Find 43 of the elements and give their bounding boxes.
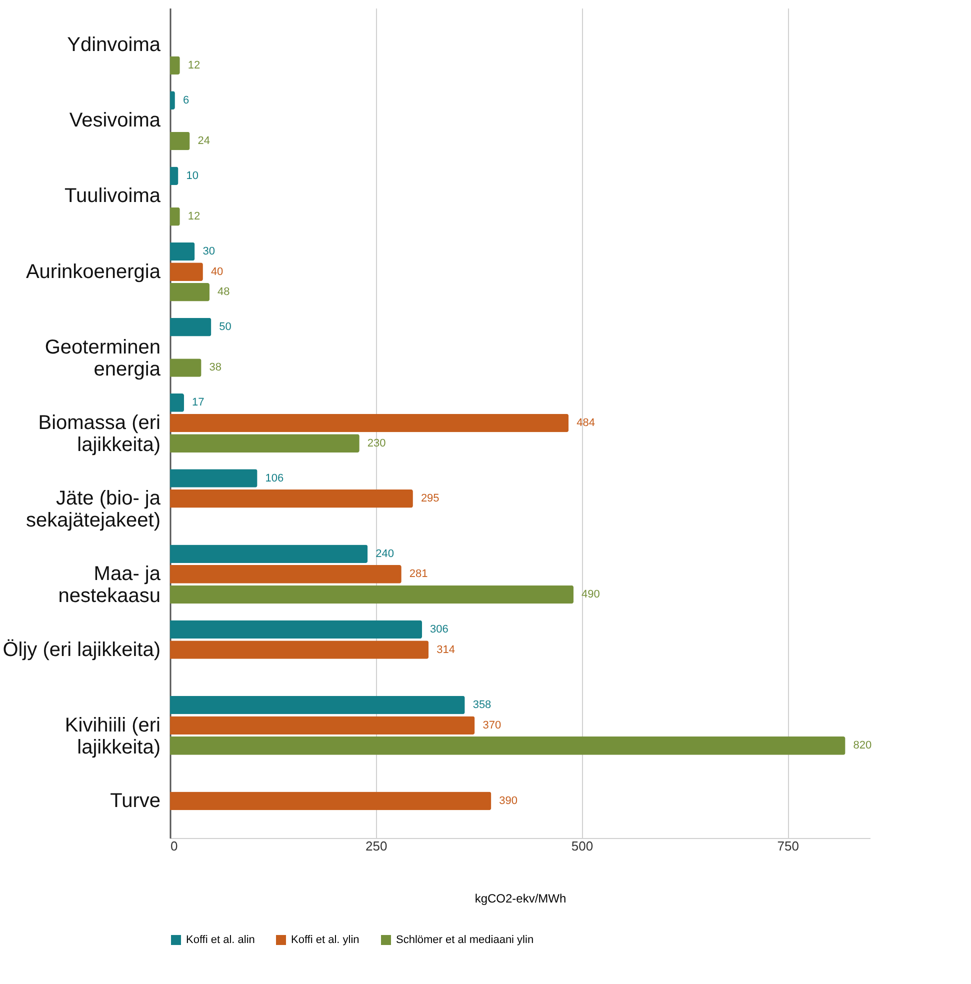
data-label: 484 — [576, 417, 595, 429]
data-label: 295 — [420, 492, 440, 505]
y-tick-label: Vesivoima — [69, 110, 162, 132]
data-label: 314 — [436, 644, 455, 656]
y-tick-label: Ydinvoima — [67, 34, 162, 56]
y-tick-label: Turve — [110, 790, 160, 812]
y-tick-label: Maa- ja nestekaasu — [58, 563, 162, 608]
data-label: 24 — [198, 134, 210, 147]
data-label: 230 — [367, 437, 386, 450]
data-label: 240 — [376, 548, 394, 560]
data-label: 281 — [409, 568, 428, 580]
x-tick-label: 500 — [571, 838, 594, 854]
data-label: 17 — [192, 396, 204, 409]
data-label: 30 — [202, 245, 215, 258]
data-label: 12 — [188, 210, 200, 223]
data-label: 50 — [219, 321, 232, 334]
legend-label: Koffi et al. alin — [186, 934, 255, 946]
data-label: 106 — [265, 472, 284, 484]
data-label: 38 — [209, 362, 222, 374]
x-axis-title: kgCO2-ekv/MWh — [474, 892, 566, 906]
data-label: 40 — [210, 266, 224, 278]
data-label: 10 — [186, 170, 198, 182]
data-label: 12 — [188, 59, 200, 72]
data-label: 820 — [853, 740, 872, 752]
y-tick-label: Jäte (bio- ja sekajätejakeet) — [26, 488, 162, 532]
data-label: 6 — [182, 94, 190, 106]
x-tick-label: 750 — [777, 838, 799, 854]
x-tick-label: 0 — [170, 838, 178, 854]
y-tick-label: Aurinkoenergia — [26, 260, 162, 283]
data-label: 490 — [582, 588, 600, 601]
data-label: 306 — [430, 623, 448, 636]
data-label: 358 — [472, 699, 492, 712]
data-label: 370 — [482, 719, 502, 732]
y-tick-label: Tuulivoima — [64, 185, 162, 208]
y-tick-label: Geoterminen energia — [44, 336, 162, 380]
data-label: 48 — [218, 286, 230, 298]
y-tick-label: Kivihiili (eri lajikkeita) — [64, 714, 160, 758]
y-tick-label: Biomassa (eri lajikkeita) — [38, 412, 160, 456]
x-tick-label: 250 — [366, 838, 388, 854]
legend-label: Koffi et al. ylin — [291, 934, 360, 946]
legend-label: Schlömer et al mediaani ylin — [396, 934, 534, 946]
y-tick-label: Öljy (eri lajikkeita) — [2, 638, 160, 661]
data-label: 390 — [499, 794, 518, 807]
